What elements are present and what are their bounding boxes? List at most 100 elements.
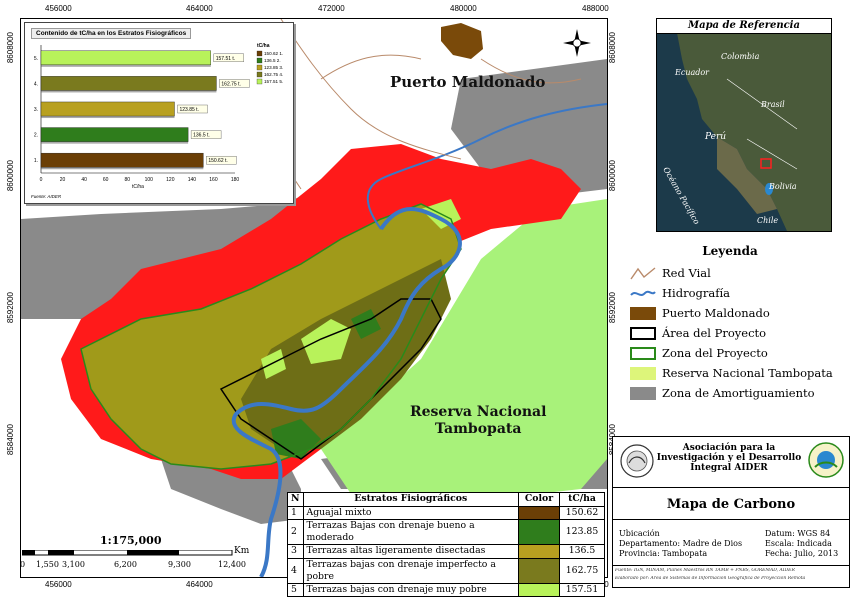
river-icon xyxy=(630,290,656,296)
meta-provincia: Provincia: Tambopata xyxy=(619,549,708,558)
map-title: Mapa de Carbono xyxy=(666,497,796,512)
data-label-box xyxy=(206,155,237,165)
row-value: 123.85 xyxy=(559,519,605,545)
ref-label-brasil: Brasil xyxy=(760,100,785,109)
data-label-box xyxy=(213,53,244,62)
coord-left-1: 8608000 xyxy=(6,32,15,64)
meta-fecha: Fecha: Julio, 2013 xyxy=(765,549,839,558)
header-color: Color xyxy=(518,492,560,507)
table-row: 5 Terrazas bajas con drenaje muy pobre 1… xyxy=(287,582,605,597)
strata-table: N Estratos Fisiográficos Color tC/ha 1 A… xyxy=(287,492,605,597)
row-name: Terrazas Bajas con drenaje bueno a moder… xyxy=(302,519,519,545)
outline-swatch-icon xyxy=(630,327,656,340)
data-label: 157.51 t. xyxy=(216,56,235,62)
row-value: 157.51 xyxy=(559,582,605,597)
ref-border-line-2 xyxy=(746,138,798,170)
dark-olive-zone xyxy=(241,259,451,449)
reference-map[interactable]: Mapa de Referencia Colombia Ecuador Bras… xyxy=(656,18,832,232)
row-color-swatch xyxy=(518,519,560,545)
river-tambopata xyxy=(231,207,462,577)
legend-title: Leyenda xyxy=(702,244,758,258)
legend-swatch xyxy=(256,57,263,64)
chart-source: Fuente: AIDER xyxy=(31,194,62,199)
strata-table-header: N Estratos Fisiográficos Color tC/ha xyxy=(287,492,605,507)
coord-left-2: 8600000 xyxy=(6,160,15,192)
category-label: 5. xyxy=(34,56,38,62)
bar xyxy=(40,50,211,66)
coord-top-4: 480000 xyxy=(450,4,477,13)
category-label: 3. xyxy=(34,107,38,113)
label-puerto-maldonado: Puerto Maldonado xyxy=(390,73,546,91)
x-tick-label: 120 xyxy=(166,177,175,183)
project-area-outline xyxy=(219,298,442,460)
ref-label-colombia: Colombia xyxy=(721,52,760,61)
coord-left-3: 8592000 xyxy=(6,292,15,324)
scale-tick-2: 3,100 xyxy=(62,560,85,569)
coord-left-4: 8584000 xyxy=(6,424,15,456)
inset-chart-title: Contenido de tC/ha en los Estratos Fisio… xyxy=(31,28,192,39)
data-label-box xyxy=(177,104,208,114)
legend-swatch xyxy=(256,71,263,78)
fill-swatch-icon xyxy=(630,307,656,320)
table-row: 3 Terrazas altas ligeramente disectadas … xyxy=(287,544,605,559)
reference-map-title: Mapa de Referencia xyxy=(657,19,831,34)
x-tick-label: 180 xyxy=(231,177,240,183)
row-n: 3 xyxy=(287,544,304,559)
row-color-swatch xyxy=(518,544,560,559)
category-label: 1. xyxy=(34,158,38,164)
row-value: 136.5 xyxy=(559,544,605,559)
credit-elaborado: Elaborado por: Área de Sistemas de Infor… xyxy=(615,576,806,581)
road-1 xyxy=(280,19,462,160)
meta-ubicacion: Ubicación xyxy=(619,529,660,538)
legend-label: Zona del Proyecto xyxy=(662,346,768,360)
label-reserva-tambopata: Reserva Nacional Tambopata xyxy=(410,404,547,437)
ref-label-chile: Chile xyxy=(757,216,778,225)
x-tick-label: 100 xyxy=(145,177,154,183)
outline-swatch-icon xyxy=(630,347,656,360)
bar xyxy=(40,127,189,142)
inset-chart-canvas: 0 20 40 60 80 100 120 140 160 180 tC/ha 1. 150.62 t.… xyxy=(31,43,283,199)
table-row: 4 Terrazas bajas con drenaje imperfecto … xyxy=(287,557,605,584)
scale-ratio: 1:175,000 xyxy=(100,534,162,547)
org-name: Asociación para la Investigación y el De… xyxy=(656,443,802,473)
row-n: 2 xyxy=(287,519,304,545)
bar xyxy=(40,76,217,91)
row-value: 162.75 xyxy=(559,557,605,584)
row-name: Terrazas altas ligeramente disectadas xyxy=(302,544,519,559)
row-color-swatch xyxy=(518,505,560,520)
row-color-swatch xyxy=(518,582,560,597)
ref-label-ecuador: Ecuador xyxy=(674,68,710,77)
meta-datum: Datum: WGS 84 xyxy=(765,529,831,538)
reference-map-canvas: Colombia Ecuador Brasil Perú Océano Pací… xyxy=(657,19,831,231)
header-estratos: Estratos Fisiográficos xyxy=(302,492,519,507)
legend-label: Hidrografía xyxy=(662,286,730,300)
inset-chart: Contenido de tC/ha en los Estratos Fisio… xyxy=(24,22,294,204)
data-label-box xyxy=(219,79,250,88)
puerto-maldonado-area xyxy=(441,23,483,59)
green-patch-1 xyxy=(271,419,321,459)
x-tick-label: 80 xyxy=(124,177,130,183)
reserve-logo xyxy=(808,442,844,478)
lime-patch-2 xyxy=(261,349,286,379)
scale-tick-1: 1,550 xyxy=(36,560,59,569)
ref-study-area-marker xyxy=(760,158,772,169)
ref-lake-titicaca xyxy=(765,183,773,195)
ref-land-shape xyxy=(677,33,831,231)
ref-land-relief xyxy=(717,137,777,214)
legend-entry: 150.62 1. xyxy=(264,51,283,56)
x-axis-label: tC/ha xyxy=(132,184,144,190)
table-row: 2 Terrazas Bajas con drenaje bueno a mod… xyxy=(287,519,605,545)
row-value: 150.62 xyxy=(559,505,605,520)
right-panel: Mapa de Referencia Colombia Ecuador Bras… xyxy=(612,18,850,588)
info-box: Asociación para la Investigación y el De… xyxy=(612,436,850,588)
row-n: 1 xyxy=(287,505,304,520)
coord-top-1: 456000 xyxy=(45,4,72,13)
row-name: Terrazas bajas con drenaje muy pobre xyxy=(302,582,519,597)
scale-bar-graphic xyxy=(22,550,233,556)
legend-entry: 162.75 4. xyxy=(264,72,283,77)
lime-patch-1 xyxy=(301,319,351,364)
data-label: 123.85 t. xyxy=(179,107,198,113)
x-tick-label: 20 xyxy=(60,177,66,183)
legend-entry: 123.85 3. xyxy=(264,65,283,70)
main-map[interactable] xyxy=(20,18,608,578)
